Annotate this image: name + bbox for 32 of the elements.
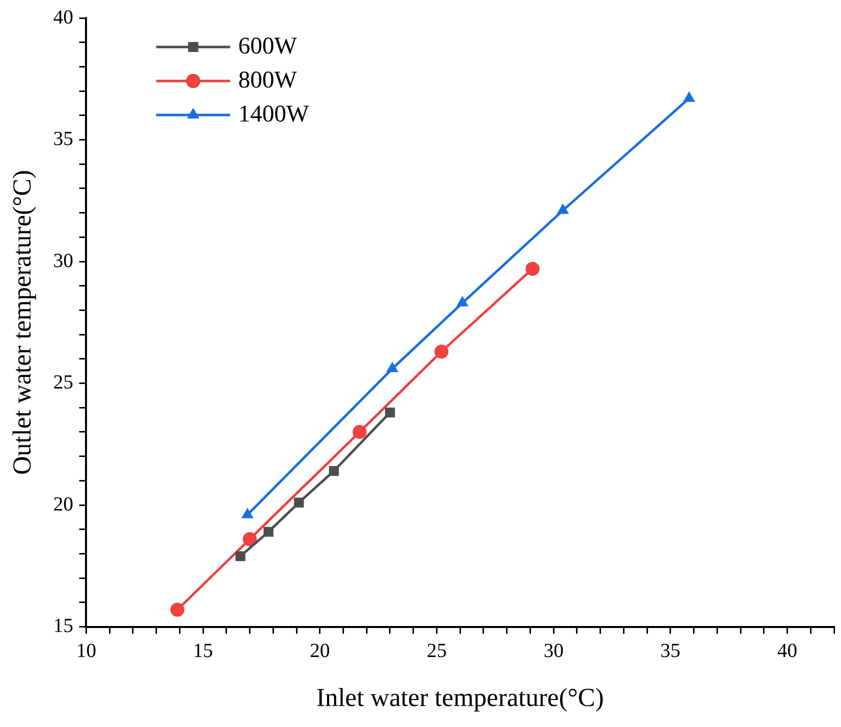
x-tick-label: 15 <box>193 640 214 662</box>
point <box>235 551 246 562</box>
x-tick-label: 10 <box>76 640 96 662</box>
x-tick-label: 35 <box>660 640 680 662</box>
x-axis-title: Inlet water temperature(°C) <box>316 683 604 712</box>
point <box>456 296 468 306</box>
point <box>434 344 448 359</box>
point <box>352 424 367 439</box>
legend-label: 800W <box>238 67 298 94</box>
x-tick-label: 20 <box>310 640 330 662</box>
y-tick-label: 25 <box>53 372 74 394</box>
x-tick-label: 40 <box>777 640 798 662</box>
point <box>385 408 395 418</box>
y-tick-label: 15 <box>53 615 74 638</box>
point <box>328 466 339 476</box>
point <box>170 602 184 617</box>
x-tick-label: 25 <box>426 640 447 662</box>
y-axis-title: Outlet water temperature(°C) <box>7 170 36 475</box>
y-tick-label: 40 <box>53 6 74 28</box>
point <box>294 498 304 508</box>
point <box>556 203 569 214</box>
legend-label: 1400W <box>238 101 310 128</box>
y-tick-label: 35 <box>53 128 74 150</box>
point <box>526 262 540 276</box>
legend-label: 600W <box>238 33 298 60</box>
y-tick-label: 30 <box>53 250 74 272</box>
x-tick-label: 30 <box>544 640 564 662</box>
point <box>683 91 696 102</box>
point <box>386 362 398 372</box>
point <box>264 526 274 537</box>
y-tick-label: 20 <box>53 493 74 516</box>
point <box>242 532 257 546</box>
